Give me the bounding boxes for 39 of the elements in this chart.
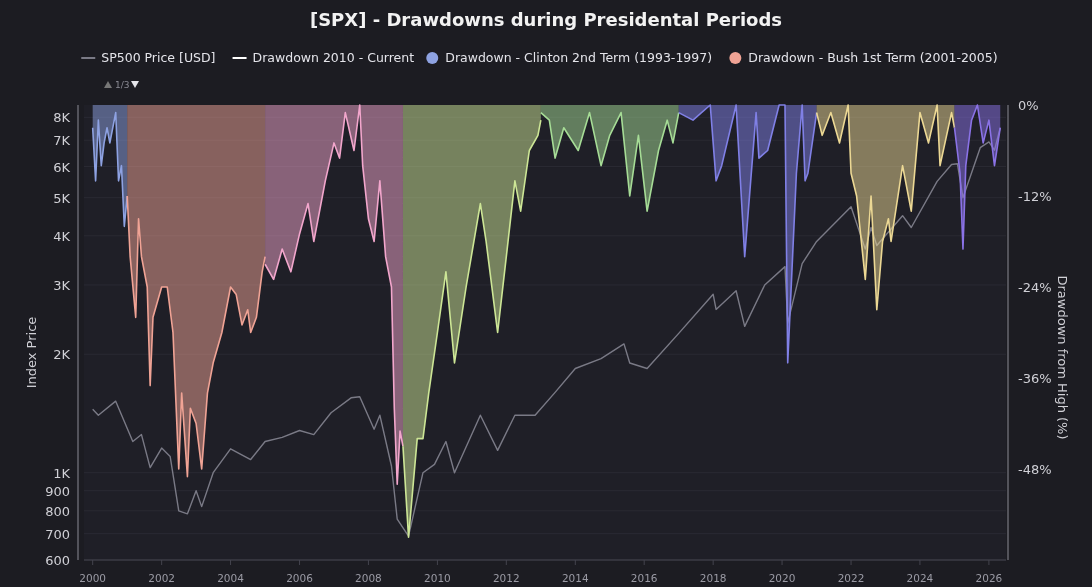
y-tick-label: 7K [53, 133, 71, 149]
y-tick-label: 4K [53, 228, 71, 244]
x-tick-label: 2024 [906, 572, 934, 584]
y-tick-label: 8K [53, 110, 71, 126]
y-tick-label: 900 [45, 483, 70, 499]
y-tick-label: 600 [45, 553, 70, 568]
x-tick-label: 2000 [79, 572, 107, 584]
x-tick-label: 2008 [355, 572, 382, 584]
legend-label: Drawdown - Clinton 2nd Term (1993-1997) [445, 50, 713, 65]
legend-label: Drawdown 2010 - Current [252, 50, 415, 65]
y-tick-label: 1K [53, 465, 71, 481]
x-tick-label: 2010 [424, 572, 451, 584]
x-tick-label: 2022 [837, 572, 865, 584]
legend-label: SP500 Price [USD] [101, 50, 216, 65]
x-tick-label: 2018 [699, 572, 727, 584]
y2-tick-label: -24% [1018, 280, 1052, 295]
y2-axis-title: Drawdown from High (%) [1055, 275, 1070, 440]
legend-label: Drawdown - Bush 1st Term (2001-2005) [748, 50, 998, 65]
y2-tick-label: -48% [1018, 462, 1052, 477]
x-tick-label: 2026 [975, 572, 1003, 584]
x-tick-label: 2006 [286, 572, 314, 584]
text: 1/3 [115, 80, 130, 90]
y-axis-title: Index Price [24, 316, 39, 389]
chart-title: [SPX] - Drawdowns during Presidental Periods [309, 9, 783, 30]
y2-tick-label: -36% [1018, 371, 1052, 386]
x-tick-label: 2016 [630, 572, 658, 584]
x-tick-label: 2020 [768, 572, 796, 584]
y-tick-label: 800 [45, 503, 70, 519]
x-tick-label: 2002 [148, 572, 176, 584]
x-tick-label: 2004 [217, 572, 245, 584]
y-tick-label: 700 [45, 526, 70, 542]
x-tick-label: 2014 [561, 572, 589, 584]
y-tick-label: 3K [53, 277, 71, 293]
y-tick-label: 2K [53, 347, 71, 363]
y-tick-label: 5K [53, 190, 71, 206]
y2-tick-label: 0% [1018, 98, 1039, 113]
y-tick-label: 6K [53, 159, 71, 175]
x-tick-label: 2012 [492, 572, 520, 584]
y2-tick-label: -12% [1018, 189, 1052, 204]
